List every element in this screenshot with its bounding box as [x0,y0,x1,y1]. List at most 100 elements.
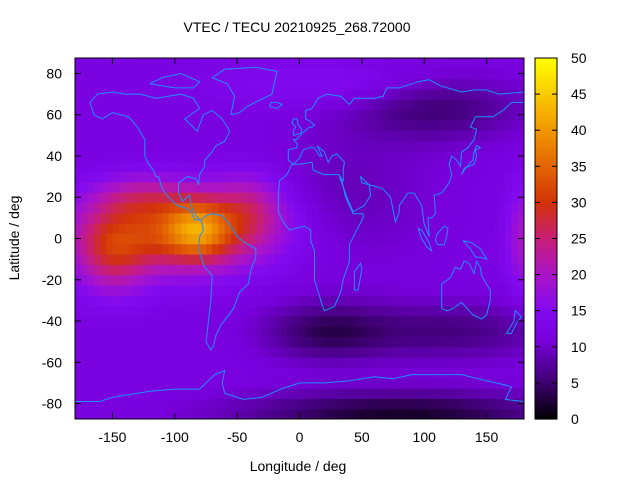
heatmap-cell [237,58,244,69]
heatmap-cell [274,253,282,265]
heatmap-cell [486,99,494,111]
heatmap-cell [181,130,188,142]
heatmap-cell [112,88,120,100]
heatmap-cell [368,78,375,90]
heatmap-cell [187,357,195,369]
heatmap-cell [87,233,95,245]
heatmap-cell [355,150,363,162]
heatmap-cell [386,367,394,379]
heatmap-cell [330,295,338,307]
heatmap-cell [230,408,238,419]
heatmap-cell [112,243,120,255]
heatmap-cell [237,202,244,214]
colorbar-segment [535,58,557,62]
heatmap-cell [492,295,500,307]
heatmap-cell [124,223,132,234]
heatmap-cell [393,192,400,203]
heatmap-cell [455,78,463,90]
heatmap-cell [492,253,500,265]
heatmap-cell [449,336,457,348]
heatmap-cell [168,398,176,410]
heatmap-cell [374,130,382,142]
heatmap-cell [343,377,350,389]
heatmap-cell [131,305,138,317]
heatmap-cell [274,336,282,348]
heatmap-cell [380,315,388,327]
heatmap-cell [199,243,207,255]
heatmap-cell [474,326,481,338]
heatmap-cell [386,181,394,193]
heatmap-cell [205,88,213,100]
heatmap-cell [305,284,313,296]
heatmap-cell [511,181,519,193]
heatmap-cell [106,78,114,90]
heatmap-cell [405,243,413,255]
heatmap-cell [374,119,382,131]
heatmap-cell [131,58,138,69]
heatmap-cell [461,140,469,152]
heatmap-cell [249,326,257,338]
heatmap-cell [99,58,107,69]
heatmap-cell [93,99,101,111]
heatmap-cell [411,99,419,111]
heatmap-cell [467,346,475,358]
heatmap-cell [274,171,282,183]
heatmap-cell [480,326,488,338]
heatmap-cell [505,315,513,327]
heatmap-cell [249,99,257,111]
colorbar-segment [535,151,557,155]
heatmap-cell [212,284,220,296]
heatmap-cell [193,377,201,389]
heatmap-cell [212,223,220,234]
heatmap-cell [137,367,145,379]
heatmap-cell [112,233,120,245]
heatmap-cell [280,388,288,399]
heatmap-cell [243,233,251,245]
heatmap-cell [212,253,220,265]
heatmap-cell [224,150,232,162]
heatmap-cell [280,377,288,389]
heatmap-cell [455,171,463,183]
heatmap-cell [299,181,307,193]
heatmap-cell [262,58,269,69]
heatmap-cell [349,284,357,296]
heatmap-cell [430,388,438,399]
heatmap-cell [287,295,294,307]
colorbar-segment [535,391,557,396]
heatmap-cell [424,161,432,173]
heatmap-cell [287,119,294,131]
heatmap-cell [187,326,195,338]
heatmap-cell [424,233,432,245]
heatmap-cell [405,284,413,296]
heatmap-cell [205,99,213,111]
heatmap-cell [262,336,269,348]
heatmap-cell [287,315,294,327]
heatmap-cell [243,367,251,379]
heatmap-cell [511,140,519,152]
heatmap-cell [168,377,176,389]
heatmap-cell [467,336,475,348]
heatmap-cell [124,202,132,214]
heatmap-cell [449,192,457,203]
heatmap-cell [224,223,232,234]
heatmap-cell [243,161,251,173]
heatmap-cell [106,212,114,224]
heatmap-cell [137,109,145,121]
heatmap-cell [449,264,457,276]
coastline-japan [461,144,482,175]
heatmap-cell [124,109,132,121]
heatmap-cell [93,326,101,338]
heatmap-cell [255,192,263,203]
heatmap-cell [124,315,132,327]
heatmap-cell [255,109,263,121]
coastline-new-guinea [462,240,488,260]
heatmap-cell [511,346,519,358]
heatmap-cell [230,367,238,379]
heatmap-cell [399,68,407,80]
heatmap-cell [393,171,400,183]
heatmap-cell [181,58,188,69]
heatmap-cell [424,408,432,419]
heatmap-cell [118,181,126,193]
heatmap-cell [486,181,494,193]
heatmap-cell [118,243,126,255]
